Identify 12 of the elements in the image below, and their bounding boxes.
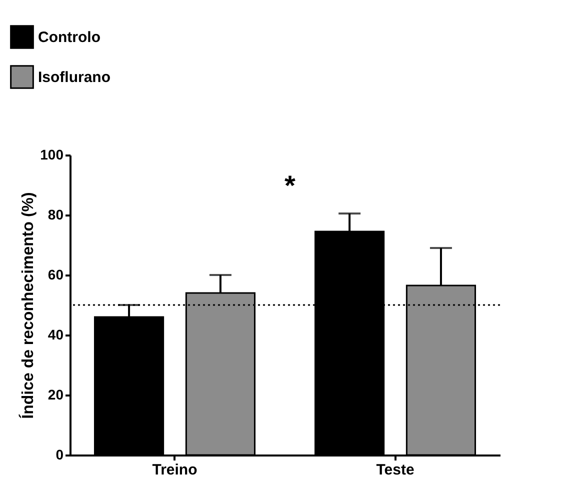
y-tick-label: 20 <box>48 386 64 402</box>
y-tick-label: 80 <box>48 206 64 222</box>
x-tick-label: Treino <box>152 462 198 478</box>
y-tick-label: 0 <box>56 446 64 462</box>
legend-label: Isoflurano <box>38 69 111 86</box>
y-tick-label: 40 <box>48 326 64 342</box>
y-tick-label: 60 <box>48 266 64 282</box>
y-tick-label: 100 <box>40 146 64 162</box>
legend-label: Controlo <box>38 29 100 46</box>
annotation: * <box>284 170 296 201</box>
y-axis-title: Índice de reconhecimento (%) <box>18 192 38 419</box>
x-tick-label: Teste <box>376 462 414 478</box>
